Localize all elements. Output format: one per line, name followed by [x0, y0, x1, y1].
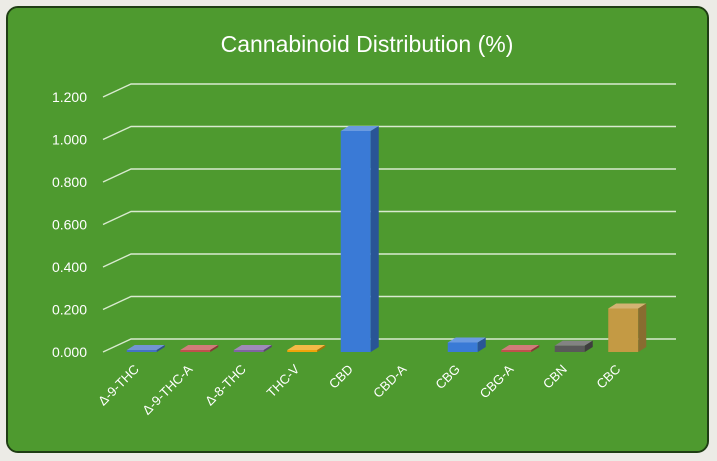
- y-tick-label: 1.200: [52, 89, 87, 105]
- bar: [448, 337, 486, 352]
- bar-front: [180, 350, 210, 352]
- bar-front: [341, 131, 371, 352]
- chart-frame: Cannabinoid Distribution (%) 0.000 0.200 0…: [6, 6, 709, 453]
- bar-side: [371, 126, 379, 352]
- chart-title: Cannabinoid Distribution (%): [221, 31, 514, 57]
- bar-front: [608, 308, 638, 352]
- y-tick-label: 0.400: [52, 259, 87, 275]
- bar: [341, 126, 379, 352]
- chart-canvas: Cannabinoid Distribution (%) 0.000 0.200 0…: [8, 8, 709, 453]
- y-tick-label: 1.000: [52, 132, 87, 148]
- y-tick-label: 0.000: [52, 344, 87, 360]
- bar-front: [234, 350, 264, 352]
- y-tick-label: 0.600: [52, 217, 87, 233]
- bar-front: [555, 346, 585, 352]
- bar: [555, 341, 593, 352]
- bar-front: [127, 350, 157, 352]
- bar: [608, 303, 646, 352]
- bar-front: [448, 342, 478, 352]
- bar-front: [287, 350, 317, 352]
- bar-front: [501, 350, 531, 352]
- y-tick-label: 0.800: [52, 174, 87, 190]
- bar-side: [638, 303, 646, 352]
- y-tick-label: 0.200: [52, 302, 87, 318]
